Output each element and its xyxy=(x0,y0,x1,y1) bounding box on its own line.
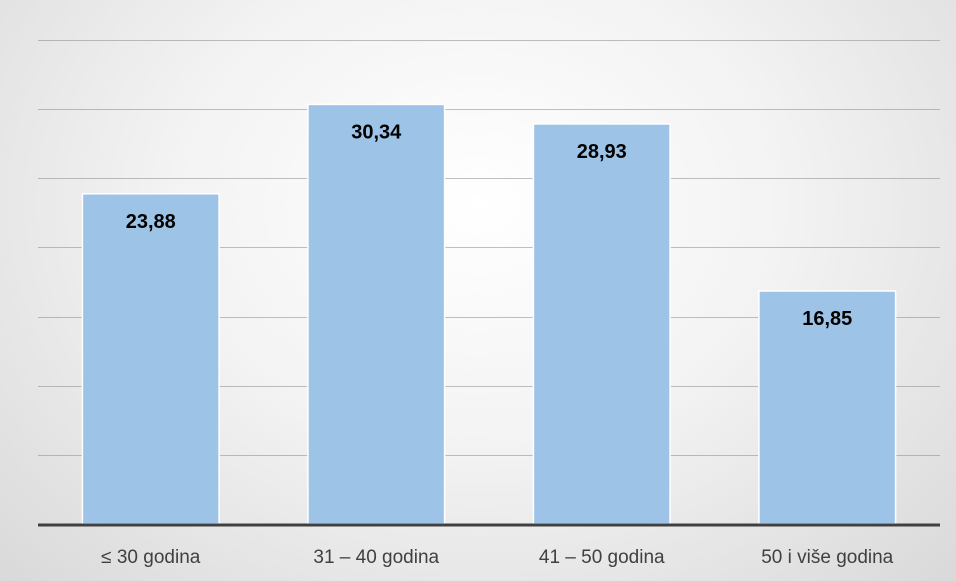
data-labels: 23,88 30,34 28,93 16,85 xyxy=(126,121,853,330)
x-axis-tick-labels: ≤ 30 godina 31 – 40 godina 41 – 50 godina 5… xyxy=(101,547,894,568)
data-label: 23,88 xyxy=(126,211,176,233)
bars xyxy=(81,103,897,525)
x-tick-label: 31 – 40 godina xyxy=(313,547,439,568)
data-label: 30,34 xyxy=(351,121,402,143)
x-tick-label: 41 – 50 godina xyxy=(539,547,665,568)
bar xyxy=(307,103,446,525)
bar xyxy=(81,193,220,525)
data-label: 16,85 xyxy=(802,308,852,330)
bar xyxy=(532,123,671,525)
data-label: 28,93 xyxy=(577,141,627,163)
x-tick-label: ≤ 30 godina xyxy=(101,547,201,568)
x-tick-label: 50 i više godina xyxy=(761,547,893,568)
